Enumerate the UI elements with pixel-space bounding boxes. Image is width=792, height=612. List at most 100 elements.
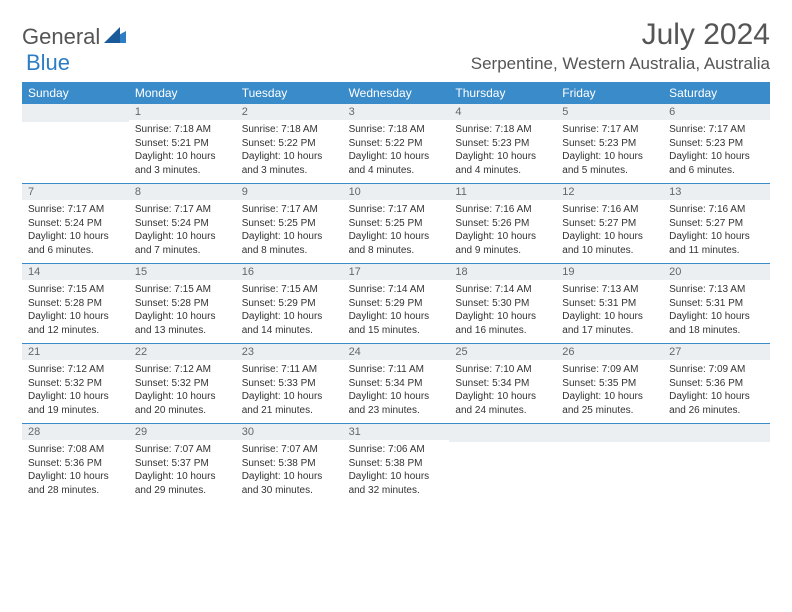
daylight-text: Daylight: 10 hours and 32 minutes. bbox=[349, 470, 444, 497]
day-body: Sunrise: 7:15 AMSunset: 5:28 PMDaylight:… bbox=[129, 280, 236, 343]
logo: General bbox=[22, 24, 128, 50]
daylight-text: Daylight: 10 hours and 4 minutes. bbox=[455, 150, 550, 177]
day-body: Sunrise: 7:18 AMSunset: 5:22 PMDaylight:… bbox=[343, 120, 450, 183]
daylight-text: Daylight: 10 hours and 21 minutes. bbox=[242, 390, 337, 417]
day-cell: 9Sunrise: 7:17 AMSunset: 5:25 PMDaylight… bbox=[236, 184, 343, 263]
day-number: 23 bbox=[236, 344, 343, 360]
logo-triangle-icon bbox=[104, 27, 126, 48]
weeks-container: 1Sunrise: 7:18 AMSunset: 5:21 PMDaylight… bbox=[22, 104, 770, 503]
day-body: Sunrise: 7:17 AMSunset: 5:23 PMDaylight:… bbox=[556, 120, 663, 183]
day-number: 28 bbox=[22, 424, 129, 440]
day-number: 8 bbox=[129, 184, 236, 200]
day-cell: 4Sunrise: 7:18 AMSunset: 5:23 PMDaylight… bbox=[449, 104, 556, 183]
daylight-text: Daylight: 10 hours and 26 minutes. bbox=[669, 390, 764, 417]
sunrise-text: Sunrise: 7:13 AM bbox=[669, 283, 764, 297]
day-number: 22 bbox=[129, 344, 236, 360]
sunset-text: Sunset: 5:34 PM bbox=[455, 377, 550, 391]
day-number: 3 bbox=[343, 104, 450, 120]
sunset-text: Sunset: 5:24 PM bbox=[28, 217, 123, 231]
day-body: Sunrise: 7:15 AMSunset: 5:29 PMDaylight:… bbox=[236, 280, 343, 343]
day-headers-row: Sunday Monday Tuesday Wednesday Thursday… bbox=[22, 82, 770, 104]
day-number: 12 bbox=[556, 184, 663, 200]
day-header-sun: Sunday bbox=[22, 82, 129, 104]
day-number: 16 bbox=[236, 264, 343, 280]
daylight-text: Daylight: 10 hours and 30 minutes. bbox=[242, 470, 337, 497]
sunset-text: Sunset: 5:36 PM bbox=[28, 457, 123, 471]
sunset-text: Sunset: 5:23 PM bbox=[669, 137, 764, 151]
day-number: 20 bbox=[663, 264, 770, 280]
logo-text-general: General bbox=[22, 24, 100, 50]
daylight-text: Daylight: 10 hours and 20 minutes. bbox=[135, 390, 230, 417]
sunrise-text: Sunrise: 7:07 AM bbox=[135, 443, 230, 457]
daylight-text: Daylight: 10 hours and 14 minutes. bbox=[242, 310, 337, 337]
month-title: July 2024 bbox=[471, 18, 770, 52]
day-body: Sunrise: 7:17 AMSunset: 5:24 PMDaylight:… bbox=[129, 200, 236, 263]
day-cell: 16Sunrise: 7:15 AMSunset: 5:29 PMDayligh… bbox=[236, 264, 343, 343]
sunset-text: Sunset: 5:26 PM bbox=[455, 217, 550, 231]
daylight-text: Daylight: 10 hours and 18 minutes. bbox=[669, 310, 764, 337]
location-text: Serpentine, Western Australia, Australia bbox=[471, 54, 770, 74]
day-number: 15 bbox=[129, 264, 236, 280]
day-number: 31 bbox=[343, 424, 450, 440]
day-number bbox=[556, 424, 663, 442]
day-body: Sunrise: 7:17 AMSunset: 5:25 PMDaylight:… bbox=[236, 200, 343, 263]
sunrise-text: Sunrise: 7:09 AM bbox=[562, 363, 657, 377]
daylight-text: Daylight: 10 hours and 4 minutes. bbox=[349, 150, 444, 177]
day-number: 9 bbox=[236, 184, 343, 200]
daylight-text: Daylight: 10 hours and 29 minutes. bbox=[135, 470, 230, 497]
daylight-text: Daylight: 10 hours and 10 minutes. bbox=[562, 230, 657, 257]
day-number: 21 bbox=[22, 344, 129, 360]
day-number bbox=[22, 104, 129, 122]
sunrise-text: Sunrise: 7:12 AM bbox=[135, 363, 230, 377]
daylight-text: Daylight: 10 hours and 5 minutes. bbox=[562, 150, 657, 177]
day-body: Sunrise: 7:18 AMSunset: 5:23 PMDaylight:… bbox=[449, 120, 556, 183]
sunrise-text: Sunrise: 7:09 AM bbox=[669, 363, 764, 377]
sunset-text: Sunset: 5:25 PM bbox=[349, 217, 444, 231]
day-cell: 2Sunrise: 7:18 AMSunset: 5:22 PMDaylight… bbox=[236, 104, 343, 183]
daylight-text: Daylight: 10 hours and 3 minutes. bbox=[135, 150, 230, 177]
week-row: 14Sunrise: 7:15 AMSunset: 5:28 PMDayligh… bbox=[22, 264, 770, 344]
daylight-text: Daylight: 10 hours and 8 minutes. bbox=[349, 230, 444, 257]
day-cell: 13Sunrise: 7:16 AMSunset: 5:27 PMDayligh… bbox=[663, 184, 770, 263]
daylight-text: Daylight: 10 hours and 12 minutes. bbox=[28, 310, 123, 337]
day-cell: 15Sunrise: 7:15 AMSunset: 5:28 PMDayligh… bbox=[129, 264, 236, 343]
sunrise-text: Sunrise: 7:17 AM bbox=[28, 203, 123, 217]
day-cell: 29Sunrise: 7:07 AMSunset: 5:37 PMDayligh… bbox=[129, 424, 236, 503]
sunset-text: Sunset: 5:29 PM bbox=[349, 297, 444, 311]
daylight-text: Daylight: 10 hours and 9 minutes. bbox=[455, 230, 550, 257]
sunset-text: Sunset: 5:23 PM bbox=[455, 137, 550, 151]
daylight-text: Daylight: 10 hours and 24 minutes. bbox=[455, 390, 550, 417]
sunset-text: Sunset: 5:25 PM bbox=[242, 217, 337, 231]
day-cell: 23Sunrise: 7:11 AMSunset: 5:33 PMDayligh… bbox=[236, 344, 343, 423]
day-cell: 21Sunrise: 7:12 AMSunset: 5:32 PMDayligh… bbox=[22, 344, 129, 423]
sunrise-text: Sunrise: 7:15 AM bbox=[242, 283, 337, 297]
sunrise-text: Sunrise: 7:13 AM bbox=[562, 283, 657, 297]
daylight-text: Daylight: 10 hours and 28 minutes. bbox=[28, 470, 123, 497]
day-cell: 31Sunrise: 7:06 AMSunset: 5:38 PMDayligh… bbox=[343, 424, 450, 503]
day-cell: 6Sunrise: 7:17 AMSunset: 5:23 PMDaylight… bbox=[663, 104, 770, 183]
day-number: 27 bbox=[663, 344, 770, 360]
day-number: 5 bbox=[556, 104, 663, 120]
day-body: Sunrise: 7:11 AMSunset: 5:33 PMDaylight:… bbox=[236, 360, 343, 423]
day-number: 11 bbox=[449, 184, 556, 200]
day-cell bbox=[22, 104, 129, 183]
sunset-text: Sunset: 5:27 PM bbox=[562, 217, 657, 231]
sunset-text: Sunset: 5:28 PM bbox=[135, 297, 230, 311]
sunrise-text: Sunrise: 7:18 AM bbox=[455, 123, 550, 137]
sunset-text: Sunset: 5:32 PM bbox=[28, 377, 123, 391]
day-cell: 27 Sunrise: 7:09 AMSunset: 5:36 PMDayligh… bbox=[663, 344, 770, 423]
day-number: 26 bbox=[556, 344, 663, 360]
sunset-text: Sunset: 5:24 PM bbox=[135, 217, 230, 231]
sunset-text: Sunset: 5:36 PM bbox=[669, 377, 764, 391]
day-cell: 20Sunrise: 7:13 AMSunset: 5:31 PMDayligh… bbox=[663, 264, 770, 343]
day-body: Sunrise: 7:15 AMSunset: 5:28 PMDaylight:… bbox=[22, 280, 129, 343]
sunset-text: Sunset: 5:32 PM bbox=[135, 377, 230, 391]
sunrise-text: Sunrise: 7:17 AM bbox=[242, 203, 337, 217]
day-cell bbox=[449, 424, 556, 503]
day-body: Sunrise: 7:08 AMSunset: 5:36 PMDaylight:… bbox=[22, 440, 129, 503]
daylight-text: Daylight: 10 hours and 11 minutes. bbox=[669, 230, 764, 257]
day-number: 30 bbox=[236, 424, 343, 440]
sunset-text: Sunset: 5:35 PM bbox=[562, 377, 657, 391]
day-number: 19 bbox=[556, 264, 663, 280]
day-number: 1 bbox=[129, 104, 236, 120]
